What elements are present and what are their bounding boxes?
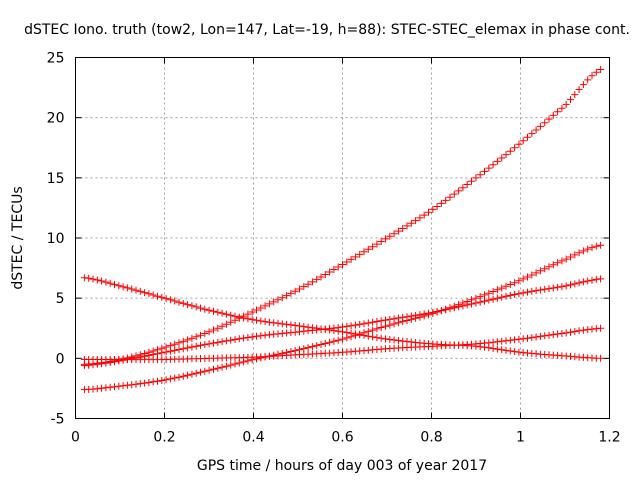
- y-axis-label: dSTEC / TECUs: [10, 186, 26, 289]
- chart-title: dSTEC Iono. truth (tow2, Lon=147, Lat=-1…: [24, 22, 630, 38]
- grid-layer: [75, 57, 610, 419]
- y-tick-labels: -5 0 5 10 15 20 25: [47, 51, 65, 428]
- y-tick-label: -5: [51, 412, 65, 428]
- y-tick-label: 5: [56, 291, 65, 307]
- x-tick-label: 0: [71, 430, 80, 446]
- x-tick-labels: 0 0.2 0.4 0.6 0.8 1 1.2: [71, 430, 621, 446]
- x-tick-label: 0.4: [242, 430, 264, 446]
- y-tick-label: 20: [47, 111, 65, 127]
- plus-markers: [80, 324, 605, 364]
- x-tick-label: 0.6: [331, 430, 353, 446]
- y-tick-label: 0: [56, 351, 65, 367]
- x-axis-label: GPS time / hours of day 003 of year 2017: [197, 458, 487, 474]
- y-tick-label: 10: [47, 231, 65, 247]
- ticks-layer: [75, 57, 610, 419]
- x-tick-label: 1: [516, 430, 525, 446]
- x-tick-label: 1.2: [598, 430, 620, 446]
- series-5: [80, 324, 605, 364]
- data-marks: [80, 66, 605, 394]
- x-tick-label: 0.8: [420, 430, 442, 446]
- y-tick-label: 25: [47, 51, 65, 67]
- x-tick-label: 0.2: [153, 430, 175, 446]
- y-tick-label: 15: [47, 171, 65, 187]
